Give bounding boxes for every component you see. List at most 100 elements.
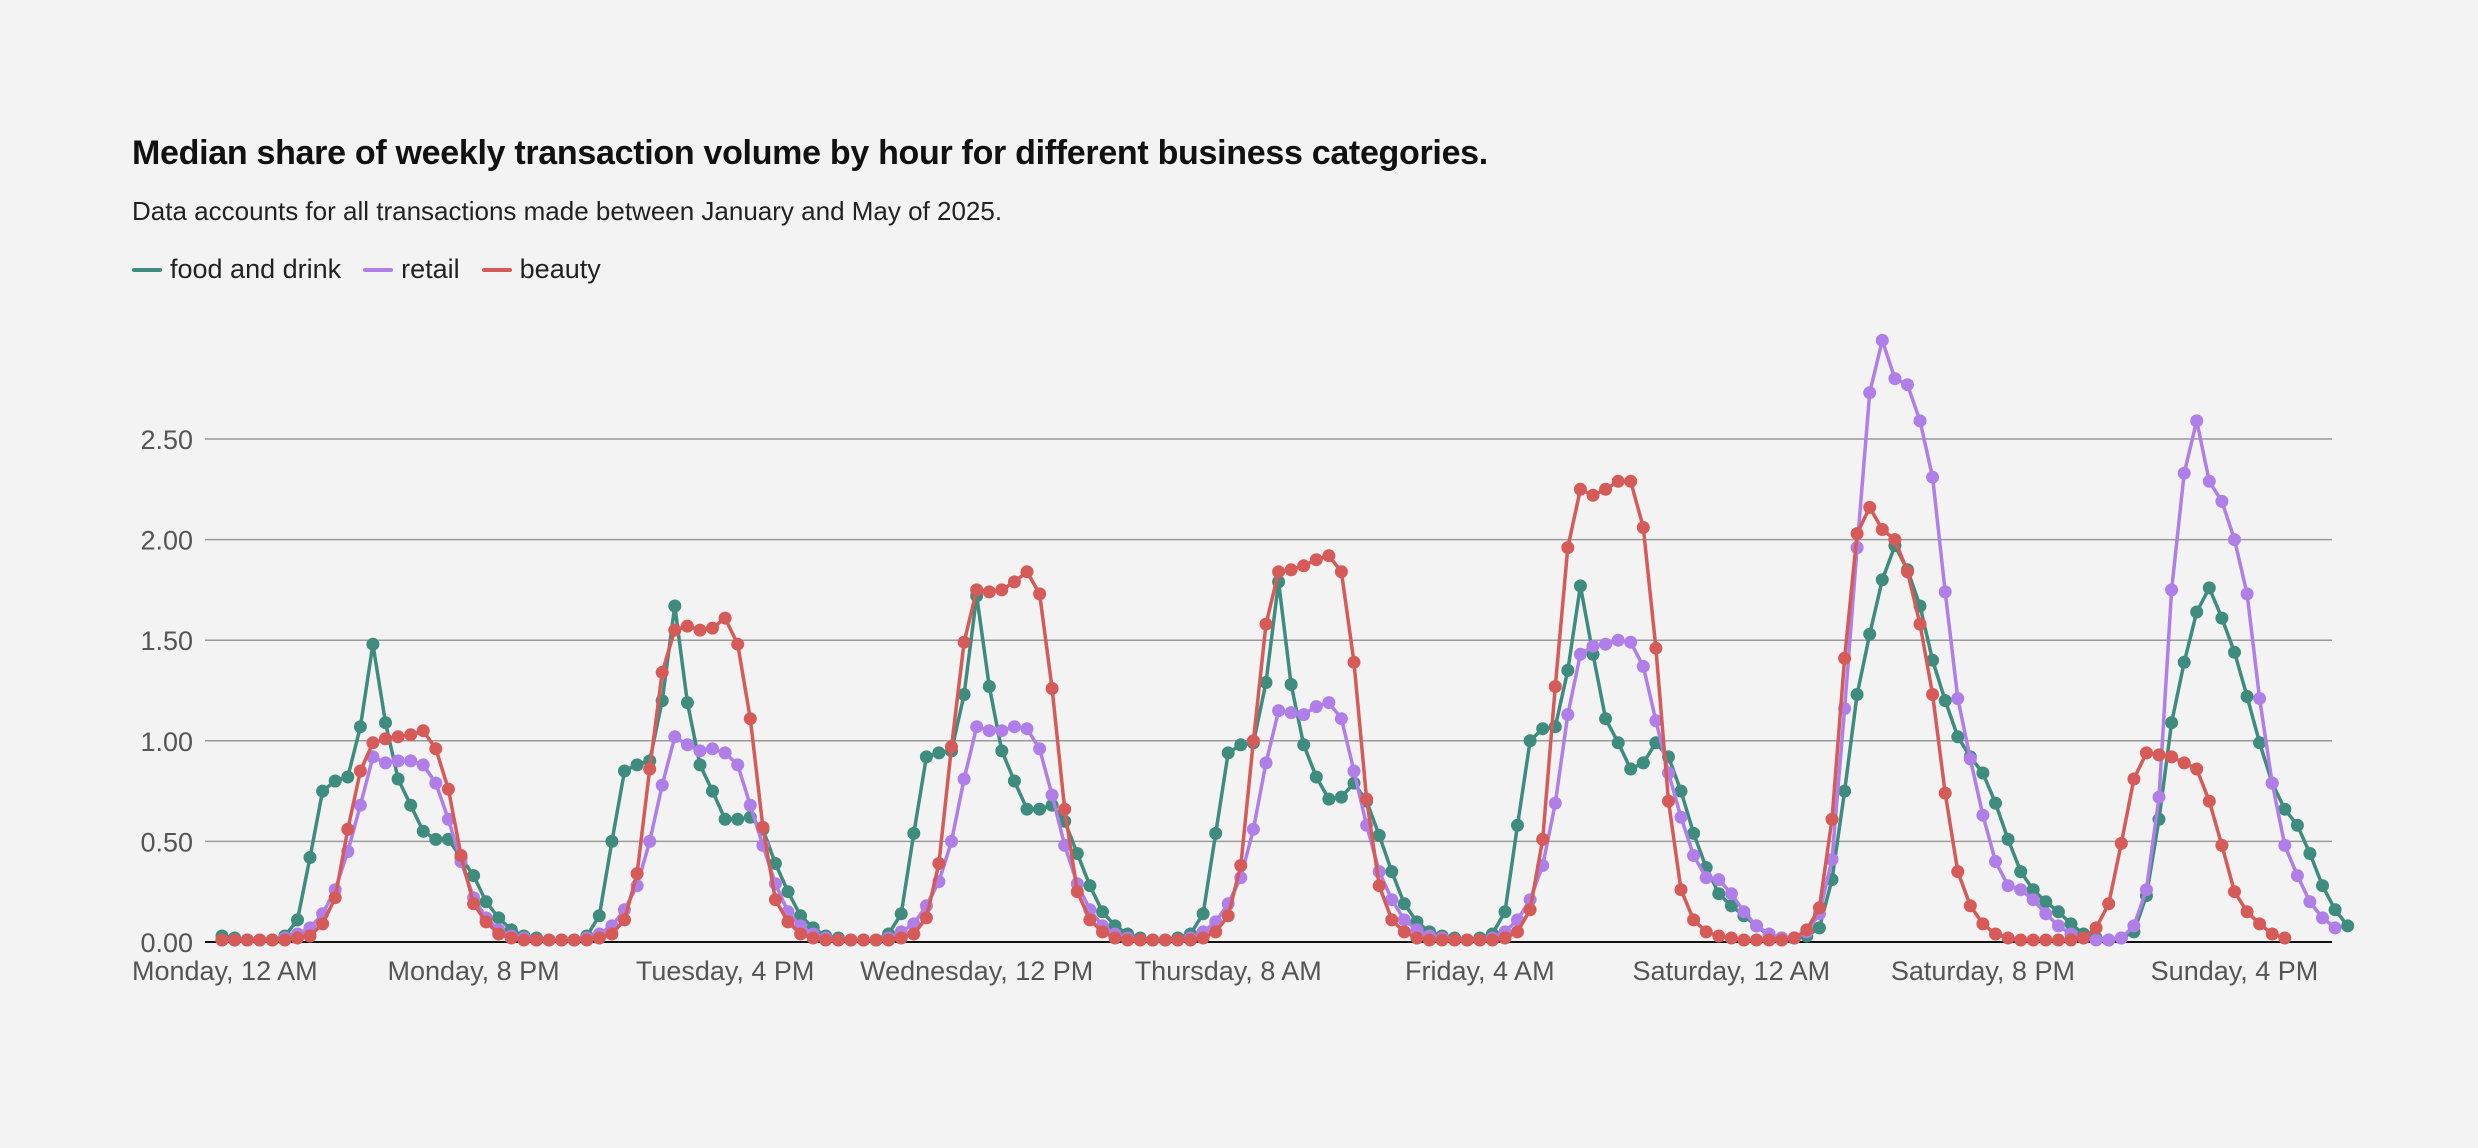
data-point-beauty: [1548, 680, 1562, 693]
data-point-beauty: [630, 867, 644, 881]
data-point-beauty: [1963, 899, 1977, 913]
data-point-retail: [429, 776, 443, 790]
data-point-retail: [1901, 378, 1914, 392]
data-point-beauty: [504, 931, 518, 945]
data-point-beauty: [2240, 905, 2254, 919]
data-point-beauty: [1322, 549, 1336, 563]
data-point-beauty: [366, 736, 380, 750]
data-point-retail: [2228, 533, 2241, 547]
data-point-beauty: [1033, 587, 1047, 601]
data-point-food-and-drink: [1322, 792, 1336, 806]
x-tick-label: Wednesday, 12 PM: [860, 956, 1093, 986]
data-point-retail: [945, 834, 958, 848]
data-point-food-and-drink: [1561, 663, 1575, 677]
data-point-food-and-drink: [1611, 736, 1625, 750]
data-point-beauty: [567, 933, 581, 947]
legend-label-beauty: beauty: [519, 254, 601, 284]
data-point-beauty: [253, 933, 267, 947]
data-point-beauty: [2051, 933, 2065, 947]
data-point-beauty: [1561, 541, 1575, 555]
data-point-beauty: [1536, 832, 1550, 846]
data-point-retail: [1674, 810, 1688, 824]
data-point-beauty: [1825, 812, 1839, 826]
data-point-beauty: [1737, 933, 1751, 947]
data-point-retail: [1033, 742, 1047, 756]
data-point-beauty: [907, 927, 921, 941]
data-point-beauty: [1385, 913, 1399, 927]
data-point-beauty: [618, 913, 631, 927]
data-point-beauty: [592, 931, 606, 945]
data-point-beauty: [1448, 933, 1462, 947]
data-point-food-and-drink: [2341, 919, 2355, 933]
data-point-beauty: [1347, 655, 1361, 669]
data-point-retail: [655, 778, 669, 792]
y-tick-label: 0.00: [140, 928, 193, 958]
data-point-retail: [2177, 466, 2191, 480]
data-point-beauty: [1473, 933, 1487, 947]
data-point-food-and-drink: [303, 851, 317, 864]
y-tick-label: 1.00: [140, 727, 193, 757]
data-point-beauty: [467, 897, 481, 911]
data-point-beauty: [831, 933, 845, 947]
data-point-beauty: [1360, 792, 1374, 806]
data-point-retail: [1938, 585, 1952, 599]
data-point-beauty: [1812, 901, 1826, 915]
data-point-beauty: [1221, 909, 1235, 923]
legend-item-beauty: beauty: [481, 254, 601, 285]
data-point-retail: [2165, 583, 2179, 597]
data-point-beauty: [303, 929, 317, 943]
data-point-beauty: [869, 933, 883, 947]
data-point-retail: [957, 772, 971, 786]
data-point-beauty: [1712, 929, 1726, 943]
data-point-food-and-drink: [2026, 883, 2040, 897]
data-point-retail: [2051, 919, 2065, 933]
data-point-beauty: [995, 583, 1009, 597]
data-point-retail: [643, 834, 657, 848]
data-point-food-and-drink: [731, 812, 745, 826]
data-point-beauty: [379, 732, 392, 746]
data-point-food-and-drink: [391, 772, 405, 786]
y-tick-label: 1.50: [140, 626, 193, 656]
data-point-beauty: [1775, 933, 1789, 947]
data-point-food-and-drink: [2202, 581, 2216, 595]
data-point-beauty: [1649, 641, 1663, 655]
data-point-beauty: [731, 637, 745, 651]
data-point-beauty: [1234, 859, 1248, 872]
data-point-retail: [1284, 706, 1298, 720]
data-point-food-and-drink: [416, 824, 430, 838]
data-point-beauty: [982, 585, 996, 599]
data-point-beauty: [1976, 917, 1990, 931]
data-point-food-and-drink: [768, 857, 782, 870]
data-point-beauty: [794, 927, 808, 941]
data-point-beauty: [1762, 933, 1776, 947]
data-point-food-and-drink: [2303, 847, 2317, 860]
data-point-food-and-drink: [2278, 802, 2292, 816]
data-point-beauty: [2177, 756, 2191, 770]
data-point-beauty: [655, 665, 669, 679]
data-point-retail: [2240, 587, 2254, 601]
data-point-food-and-drink: [1850, 688, 1864, 701]
data-point-beauty: [894, 931, 908, 945]
data-point-retail: [1573, 647, 1587, 661]
data-point-beauty: [1184, 933, 1197, 947]
data-point-retail: [353, 798, 367, 812]
data-point-food-and-drink: [2051, 905, 2065, 919]
legend-label-food-and-drink: food and drink: [170, 254, 342, 284]
series-line-beauty: [222, 479, 2286, 942]
data-point-beauty: [1272, 565, 1286, 579]
data-point-retail: [1926, 470, 1940, 484]
data-point-beauty: [1599, 482, 1613, 496]
data-point-beauty: [1523, 903, 1537, 917]
data-point-beauty: [743, 712, 757, 726]
data-point-food-and-drink: [1083, 879, 1097, 893]
data-point-retail: [1548, 796, 1562, 810]
data-point-food-and-drink: [630, 758, 644, 772]
data-point-retail: [668, 730, 682, 744]
data-point-beauty: [1938, 786, 1952, 800]
data-point-food-and-drink: [1007, 774, 1021, 788]
data-point-food-and-drink: [1624, 762, 1638, 776]
data-point-food-and-drink: [379, 716, 392, 730]
data-point-food-and-drink: [404, 798, 418, 812]
data-point-beauty: [1410, 931, 1424, 945]
data-point-retail: [1649, 714, 1663, 728]
